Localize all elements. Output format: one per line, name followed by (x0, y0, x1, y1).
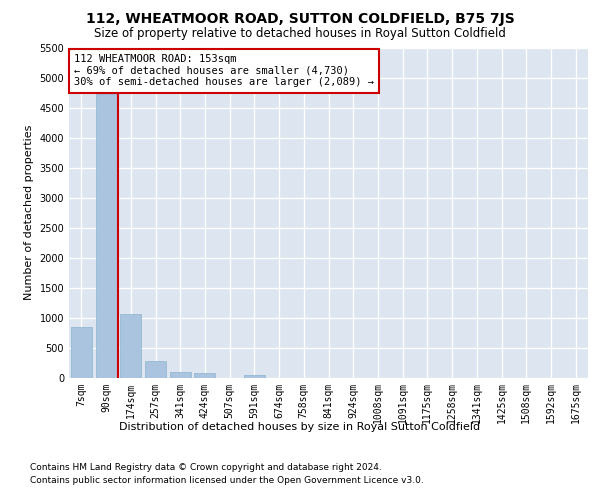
Text: 112, WHEATMOOR ROAD, SUTTON COLDFIELD, B75 7JS: 112, WHEATMOOR ROAD, SUTTON COLDFIELD, B… (86, 12, 514, 26)
Bar (244, 374, 265, 378)
Bar (170, 372, 191, 378)
Text: 112 WHEATMOOR ROAD: 153sqm
← 69% of detached houses are smaller (4,730)
30% of s: 112 WHEATMOOR ROAD: 153sqm ← 69% of deta… (74, 54, 374, 88)
Text: Contains HM Land Registry data © Crown copyright and database right 2024.: Contains HM Land Registry data © Crown c… (30, 462, 382, 471)
Bar (71, 326, 92, 378)
Text: Size of property relative to detached houses in Royal Sutton Coldfield: Size of property relative to detached ho… (94, 28, 506, 40)
Text: Contains public sector information licensed under the Open Government Licence v3: Contains public sector information licen… (30, 476, 424, 485)
Bar (145, 362, 166, 378)
Bar (194, 372, 215, 378)
Bar (95, 94, 116, 378)
Bar (120, 314, 141, 378)
Y-axis label: Number of detached properties: Number of detached properties (24, 125, 34, 300)
Text: Distribution of detached houses by size in Royal Sutton Coldfield: Distribution of detached houses by size … (119, 422, 481, 432)
